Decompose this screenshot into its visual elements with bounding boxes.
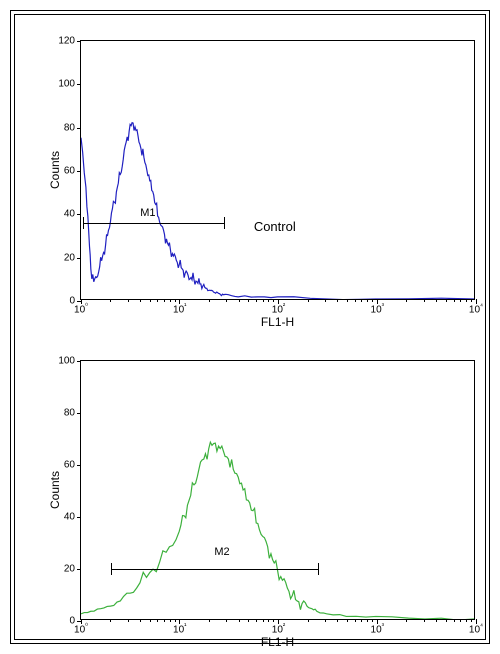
- bottom-marker-bar: [111, 569, 318, 570]
- bottom-ytick: 100: [53, 356, 75, 367]
- top-xtick: 10¹: [173, 303, 186, 315]
- bottom-x-label: FL1-H: [261, 635, 294, 649]
- bottom-ytick: 0: [53, 616, 75, 627]
- top-x-label: FL1-H: [261, 315, 294, 329]
- control-annotation: Control: [254, 219, 296, 234]
- top-ytick: 60: [53, 166, 75, 177]
- top-xtick: 10³: [371, 303, 384, 315]
- top-chart-panel: Counts FL1-H 020406080100120 10⁰10¹10²10…: [80, 40, 475, 300]
- top-ytick: 100: [53, 79, 75, 90]
- bottom-ytick: 80: [53, 408, 75, 419]
- top-ytick: 20: [53, 252, 75, 263]
- top-xtick: 10⁴: [469, 303, 483, 315]
- bottom-marker-label: M2: [214, 546, 229, 558]
- top-marker-bar: [83, 223, 224, 224]
- top-ytick: 0: [53, 296, 75, 307]
- bottom-histogram-svg: [81, 361, 474, 619]
- bottom-xtick: 10¹: [173, 623, 186, 635]
- top-histogram-svg: [81, 41, 474, 299]
- top-xtick: 10²: [272, 303, 285, 315]
- bottom-y-label: Counts: [48, 471, 62, 509]
- bottom-xtick: 10³: [371, 623, 384, 635]
- bottom-xtick: 10²: [272, 623, 285, 635]
- inner-frame: Counts FL1-H 020406080100120 10⁰10¹10²10…: [14, 14, 486, 640]
- bottom-ytick: 20: [53, 564, 75, 575]
- bottom-chart-panel: Counts FL1-H 020406080100 10⁰10¹10²10³10…: [80, 360, 475, 620]
- top-ytick: 80: [53, 122, 75, 133]
- top-ytick: 40: [53, 209, 75, 220]
- bottom-ytick: 60: [53, 460, 75, 471]
- top-marker-label: M1: [140, 207, 155, 219]
- bottom-xtick: 10⁴: [469, 623, 483, 635]
- top-ytick: 120: [53, 36, 75, 47]
- bottom-ytick: 40: [53, 512, 75, 523]
